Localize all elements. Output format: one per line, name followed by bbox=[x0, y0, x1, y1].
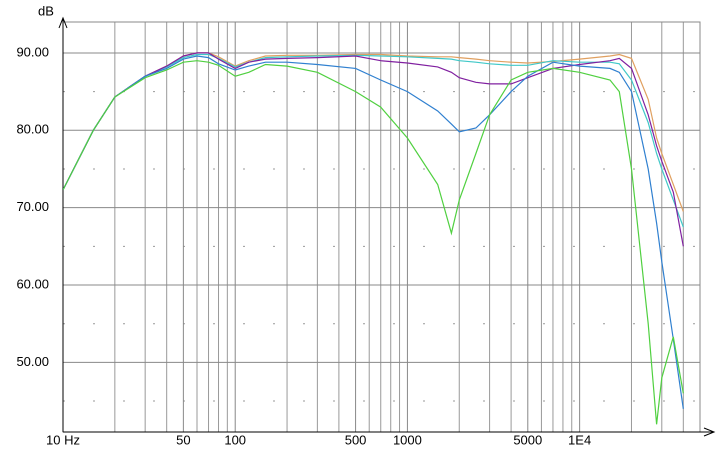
y-axis-label: dB bbox=[38, 3, 54, 18]
y-tick-label: 80.00 bbox=[16, 122, 49, 137]
y-tick-label: 60.00 bbox=[16, 276, 49, 291]
x-tick-label: 1000 bbox=[393, 432, 422, 447]
x-tick-label: 10 Hz bbox=[46, 432, 80, 447]
y-tick-label: 70.00 bbox=[16, 199, 49, 214]
x-axis-arrow bbox=[703, 427, 716, 437]
x-tick-label: 1E4 bbox=[568, 432, 591, 447]
x-tick-label: 5000 bbox=[513, 432, 542, 447]
series-line bbox=[63, 53, 684, 228]
y-tick-label: 90.00 bbox=[16, 44, 49, 59]
series-line bbox=[63, 60, 684, 425]
y-axis-arrow bbox=[58, 16, 68, 29]
y-tick-label: 50.00 bbox=[16, 354, 49, 369]
series-line bbox=[63, 55, 684, 409]
x-tick-label: 500 bbox=[345, 432, 367, 447]
x-tick-label: 50 bbox=[176, 432, 190, 447]
series-line bbox=[63, 52, 684, 247]
x-tick-label: 100 bbox=[224, 432, 246, 447]
plot-frame bbox=[62, 21, 701, 433]
